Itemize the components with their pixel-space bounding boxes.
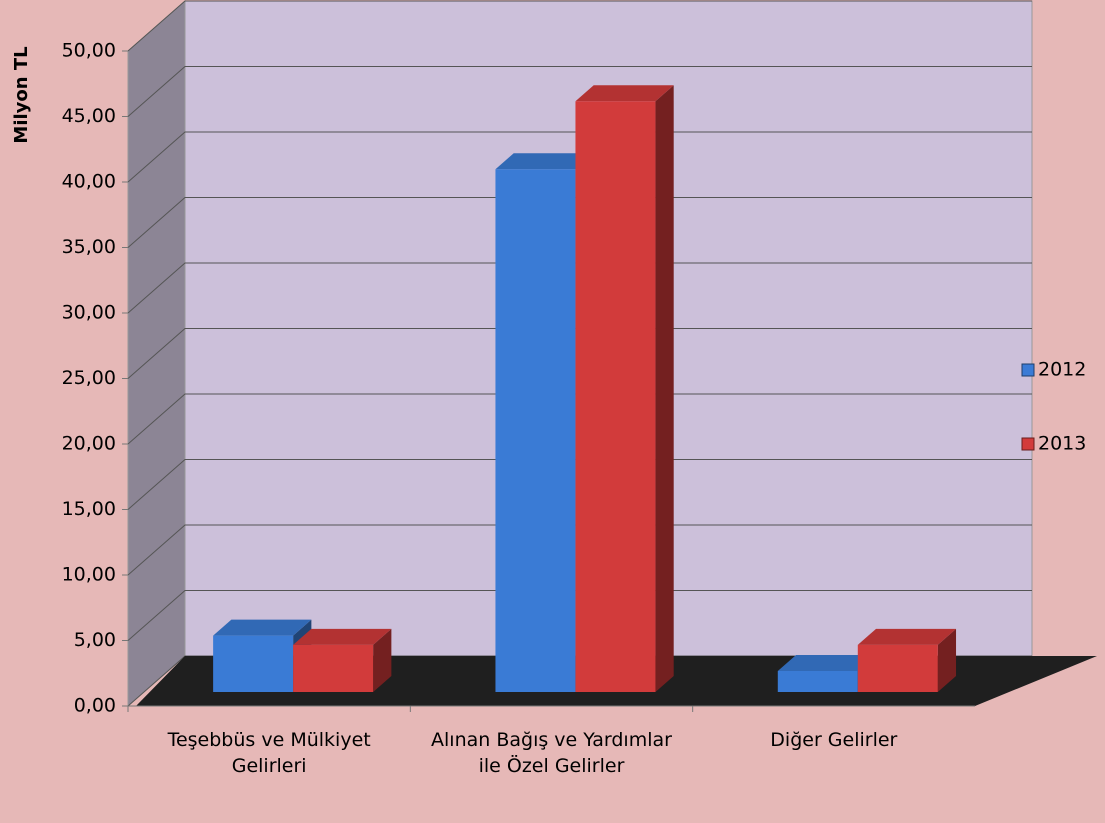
bar-front bbox=[777, 671, 858, 692]
grid-line bbox=[127, 197, 1032, 248]
bar-side bbox=[373, 628, 392, 692]
bar bbox=[575, 85, 674, 692]
legend-swatch bbox=[1021, 363, 1035, 377]
y-axis-label: Milyon TL bbox=[11, 46, 32, 143]
bar bbox=[857, 628, 957, 692]
y-tick-label: 50,00 bbox=[62, 40, 116, 62]
bar-front bbox=[495, 169, 576, 692]
y-tick-label: 10,00 bbox=[62, 564, 116, 586]
legend-swatch bbox=[1021, 437, 1035, 451]
x-tick-label: Alınan Bağış ve Yardımlar ile Özel Gelir… bbox=[431, 729, 672, 777]
grid-line bbox=[127, 590, 1032, 641]
y-tick-label: 5,00 bbox=[74, 629, 116, 651]
y-tick-label: 45,00 bbox=[62, 105, 116, 127]
bar-front bbox=[575, 101, 656, 692]
grid-line bbox=[127, 66, 1032, 117]
grid-line bbox=[127, 131, 1032, 183]
legend-label: 2012 bbox=[1038, 359, 1086, 381]
bar bbox=[293, 628, 392, 692]
bar-top bbox=[857, 628, 957, 645]
bar-front bbox=[213, 635, 294, 692]
bar-top bbox=[777, 655, 877, 672]
y-tick-label: 30,00 bbox=[62, 302, 116, 324]
y-tick-label: 15,00 bbox=[62, 498, 116, 520]
bar-top bbox=[495, 153, 594, 170]
bar-front bbox=[293, 644, 374, 692]
x-tick-label: Diğer Gelirler bbox=[770, 729, 898, 751]
grid-line bbox=[127, 0, 1032, 52]
grid-line bbox=[127, 262, 1032, 314]
grid-line bbox=[127, 459, 1032, 510]
grid-line bbox=[127, 524, 1032, 576]
bar-top bbox=[293, 628, 392, 645]
bar-side bbox=[655, 85, 674, 692]
bar-side bbox=[937, 628, 957, 692]
grid-line bbox=[127, 328, 1032, 379]
legend-label: 2013 bbox=[1038, 433, 1086, 455]
x-tick-label: Teşebbüs ve Mülkiyet Gelirleri bbox=[167, 729, 371, 777]
y-tick-label: 40,00 bbox=[62, 171, 116, 193]
bar-top bbox=[213, 619, 312, 636]
y-tick-label: 0,00 bbox=[74, 695, 116, 717]
y-tick-label: 35,00 bbox=[62, 236, 116, 258]
grid-line bbox=[127, 393, 1032, 445]
bar-front bbox=[857, 644, 938, 692]
bar-top bbox=[575, 85, 674, 102]
y-tick-label: 20,00 bbox=[62, 433, 116, 455]
y-tick-label: 25,00 bbox=[62, 367, 116, 389]
